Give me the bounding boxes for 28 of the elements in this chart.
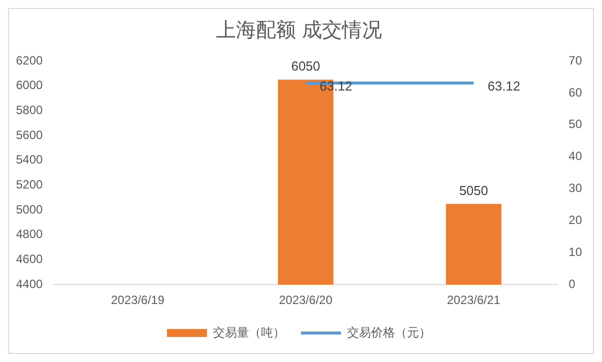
legend-label: 交易价格（元） — [347, 325, 431, 340]
y-tick-label: 5600 — [16, 128, 44, 142]
data-label: 63.12 — [488, 78, 520, 94]
data-label: 6050 — [291, 58, 320, 74]
x-tick-label: 2023/6/21 — [446, 293, 501, 308]
y2-tick-label: 30 — [568, 181, 582, 196]
y2-tick-label: 0 — [568, 276, 576, 291]
y2-tick-label: 20 — [568, 213, 582, 228]
y-tick-label: 4600 — [16, 252, 44, 266]
y2-tick-label: 70 — [568, 53, 582, 68]
y2-tick-label: 50 — [568, 117, 582, 132]
y-tick-label: 5800 — [16, 103, 44, 117]
y-tick-label: 4400 — [16, 276, 44, 291]
y-tick-label: 5200 — [16, 178, 44, 192]
y-tick-label: 6200 — [16, 53, 44, 68]
y-tick-label: 6000 — [16, 78, 44, 92]
y-tick-label: 4800 — [16, 227, 44, 242]
y2-tick-label: 60 — [568, 85, 582, 100]
x-tick-label: 2023/6/19 — [110, 293, 165, 308]
x-tick-label: 2023/6/20 — [278, 293, 333, 308]
data-label: 5050 — [459, 182, 488, 198]
y-tick-label: 5000 — [16, 202, 44, 216]
y-tick-label: 5400 — [16, 152, 44, 167]
chart-title: 上海配额 成交情况 — [216, 20, 382, 42]
data-label: 63.12 — [320, 78, 352, 94]
legend-label: 交易量（吨） — [213, 325, 285, 340]
y2-tick-label: 10 — [568, 244, 582, 259]
y2-tick-label: 40 — [568, 149, 582, 164]
